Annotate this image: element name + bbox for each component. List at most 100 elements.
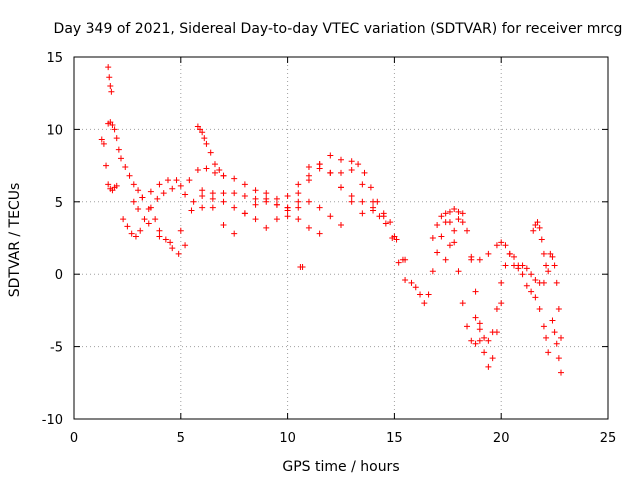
data-point (241, 210, 248, 217)
data-point (182, 191, 189, 198)
data-point (190, 198, 197, 205)
data-point (209, 195, 216, 202)
data-point (231, 190, 238, 197)
data-point (438, 213, 445, 220)
data-point (327, 152, 334, 159)
x-tick-label: 10 (279, 431, 296, 446)
data-point (536, 305, 543, 312)
data-point (186, 177, 193, 184)
data-point (305, 224, 312, 231)
data-point (194, 166, 201, 173)
data-point (113, 135, 120, 142)
data-point (348, 166, 355, 173)
data-point (199, 129, 206, 136)
data-point (252, 201, 259, 208)
data-point (519, 271, 526, 278)
data-point (555, 355, 562, 362)
data-point (481, 334, 488, 341)
data-point (169, 185, 176, 192)
data-point (203, 165, 210, 172)
data-point (489, 355, 496, 362)
y-tick-label: 0 (55, 268, 63, 283)
data-point (408, 279, 415, 286)
data-point (555, 305, 562, 312)
axis-ticks (73, 56, 609, 420)
data-point (316, 230, 323, 237)
data-point (175, 250, 182, 257)
data-point (399, 256, 406, 263)
data-point (429, 235, 436, 241)
data-point (109, 122, 116, 129)
data-point (241, 193, 248, 200)
data-point (295, 204, 302, 211)
data-point (438, 233, 445, 240)
data-point (543, 262, 550, 269)
data-point (481, 349, 488, 356)
data-point (263, 224, 270, 231)
x-axis-label: GPS time / hours (282, 459, 399, 475)
y-tick-label: -10 (42, 413, 63, 428)
y-tick-label: 15 (46, 51, 63, 66)
data-point (338, 169, 344, 176)
data-point (177, 182, 184, 189)
data-point (551, 329, 558, 336)
data-point (348, 198, 355, 205)
data-point (528, 271, 535, 278)
data-point (459, 300, 466, 307)
data-point (316, 161, 323, 168)
data-point (164, 177, 171, 184)
data-point (455, 216, 462, 223)
data-point (476, 320, 483, 327)
data-point (530, 227, 537, 234)
data-point (498, 239, 505, 246)
data-point (446, 242, 453, 249)
data-point (188, 207, 195, 214)
data-point (117, 155, 124, 162)
data-point (115, 146, 122, 153)
x-tick-label: 25 (600, 431, 617, 446)
data-point (98, 136, 105, 143)
data-point (130, 181, 137, 188)
data-point (538, 236, 545, 243)
data-point (540, 323, 547, 330)
data-point (111, 126, 118, 133)
data-point (451, 227, 458, 234)
data-point (120, 216, 127, 223)
data-point (476, 326, 483, 333)
data-point (464, 227, 471, 234)
data-point (295, 216, 302, 223)
data-point (220, 198, 227, 205)
data-point (113, 182, 120, 189)
data-point (455, 208, 462, 215)
data-point (182, 242, 189, 249)
data-point (395, 259, 402, 266)
data-point (108, 88, 115, 95)
data-point (273, 216, 280, 223)
data-point (459, 210, 466, 217)
data-point (284, 213, 291, 220)
data-point (380, 210, 387, 217)
data-point (128, 230, 135, 237)
data-point (141, 216, 148, 223)
data-point (417, 291, 424, 298)
data-point (485, 337, 492, 344)
data-point (455, 268, 462, 275)
data-point (387, 219, 394, 226)
data-point (359, 210, 366, 217)
data-point (209, 190, 216, 197)
data-point (489, 329, 496, 336)
data-point (532, 276, 539, 283)
data-point (135, 187, 142, 194)
data-point (273, 201, 280, 208)
y-tick-label: -5 (50, 341, 63, 356)
data-point (506, 250, 513, 257)
data-point (446, 208, 453, 215)
data-point (429, 268, 436, 275)
data-point (105, 181, 112, 188)
data-point (468, 253, 475, 260)
data-point (558, 334, 565, 341)
data-point (543, 334, 550, 341)
data-point (485, 363, 492, 370)
data-point (434, 249, 441, 256)
data-point (209, 204, 216, 211)
